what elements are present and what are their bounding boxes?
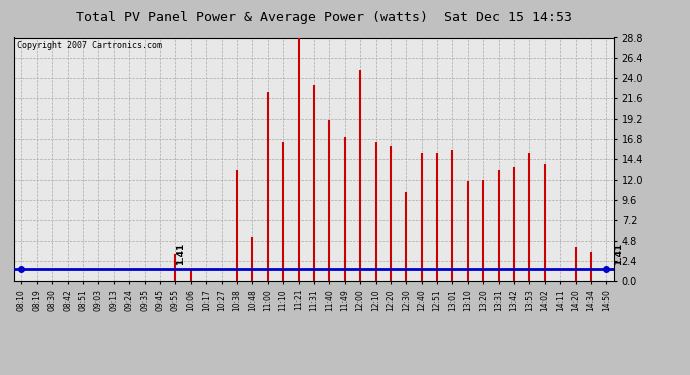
Text: 1.41: 1.41 (614, 243, 623, 265)
Text: Copyright 2007 Cartronics.com: Copyright 2007 Cartronics.com (17, 41, 161, 50)
Text: Total PV Panel Power & Average Power (watts)  Sat Dec 15 14:53: Total PV Panel Power & Average Power (wa… (77, 11, 572, 24)
Text: 1.41: 1.41 (175, 243, 184, 265)
